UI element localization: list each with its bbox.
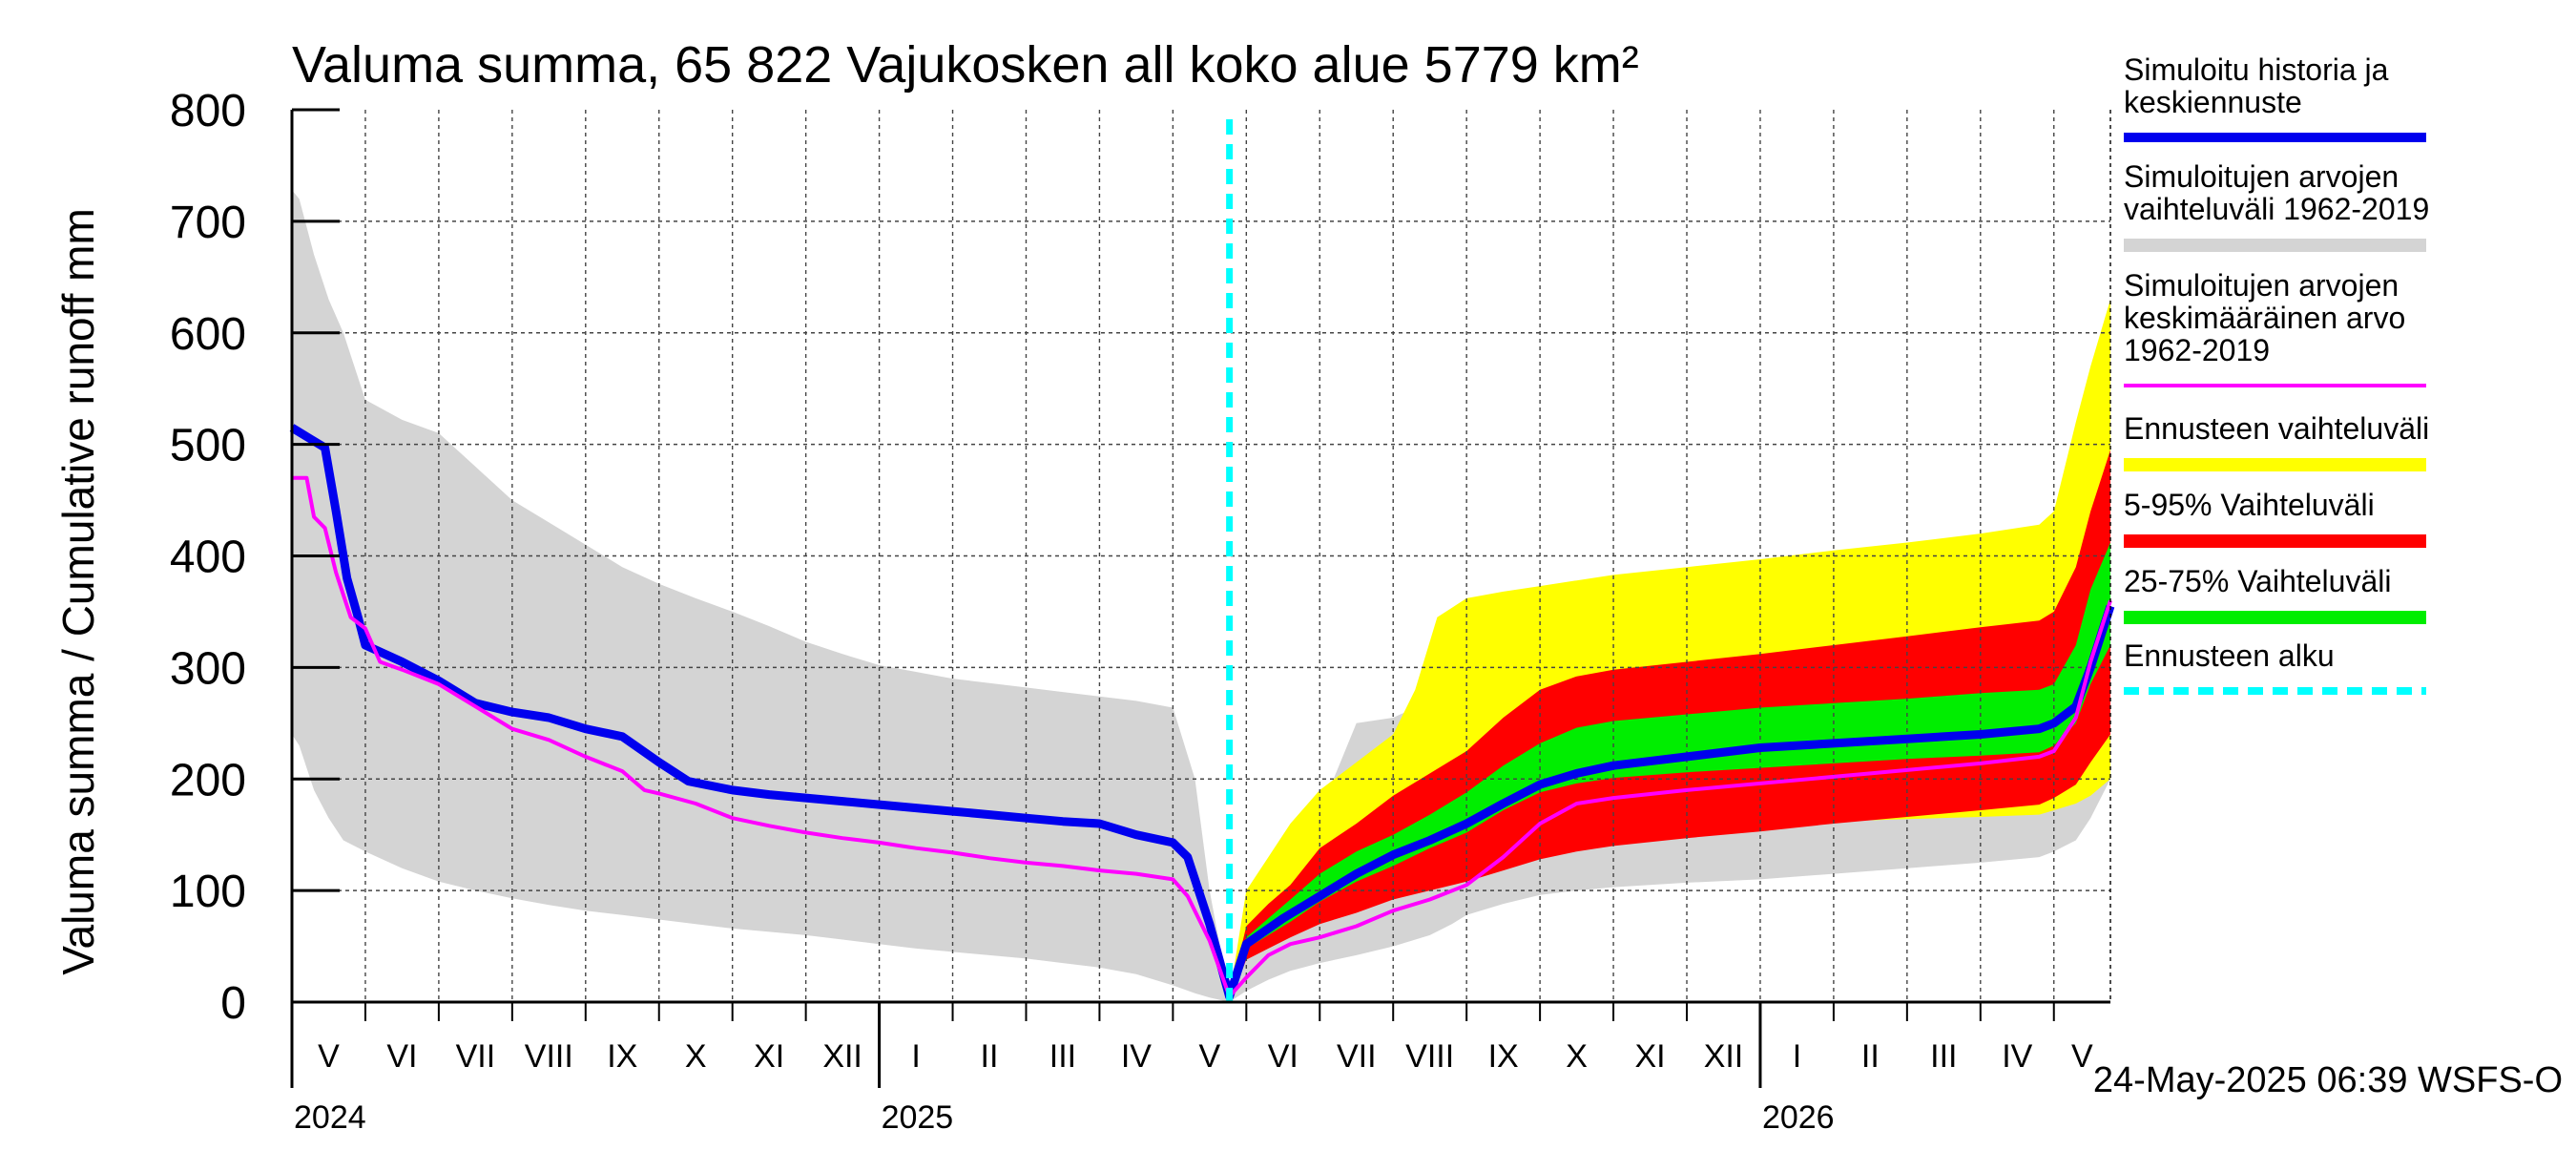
x-month-label: I <box>911 1038 920 1075</box>
y-tick-label: 200 <box>170 755 246 805</box>
footer-timestamp: 24-May-2025 06:39 WSFS-O <box>2093 1060 2563 1100</box>
legend-label: 25-75% Vaihteluväli <box>2124 564 2391 598</box>
x-month-label: XI <box>754 1038 784 1075</box>
x-month-label: VIII <box>525 1038 573 1075</box>
line-simuloitu-historia-ja-keskiennuste <box>289 424 2115 1001</box>
x-month-label: VII <box>456 1038 496 1075</box>
legend-label: keskiennuste <box>2124 85 2302 119</box>
legend-swatch <box>2124 239 2426 252</box>
legend-label: 5-95% Vaihteluväli <box>2124 488 2375 522</box>
legend-label: 1962-2019 <box>2124 333 2270 367</box>
x-year-label: 2024 <box>294 1099 366 1136</box>
legend-entry: 5-95% Vaihteluväli <box>2124 488 2426 548</box>
legend-swatch <box>2124 611 2426 624</box>
legend-entry: Ennusteen alku <box>2124 638 2426 695</box>
x-month-label: IV <box>1121 1038 1152 1075</box>
x-month-label: IV <box>2002 1038 2032 1075</box>
x-month-label: IX <box>607 1038 637 1075</box>
y-tick-label: 100 <box>170 867 246 917</box>
x-month-label: X <box>1566 1038 1588 1075</box>
legend-label: keskimääräinen arvo <box>2124 301 2405 335</box>
legend-entry: Ennusteen vaihteluväli <box>2124 411 2429 471</box>
x-month-label: III <box>1049 1038 1076 1075</box>
y-tick-label: 700 <box>170 198 246 248</box>
y-tick-label: 500 <box>170 421 246 471</box>
band-simuloitujen-arvojen-vaihteluv-li-1962-2019 <box>292 190 1230 1003</box>
y-tick-label: 600 <box>170 309 246 360</box>
y-axis-label: Valuma summa / Cumulative runoff mm <box>53 208 103 975</box>
x-month-label: V <box>1199 1038 1221 1075</box>
x-year-label: 2025 <box>882 1099 954 1136</box>
x-month-label: II <box>981 1038 999 1075</box>
x-month-label: VIII <box>1405 1038 1454 1075</box>
x-month-label: III <box>1930 1038 1957 1075</box>
x-month-label: VI <box>386 1038 417 1075</box>
legend-label: vaihteluväli 1962-2019 <box>2124 192 2429 226</box>
x-month-label: V <box>2071 1038 2093 1075</box>
y-tick-label: 400 <box>170 533 246 583</box>
band-25-75-vaihteluv-li <box>1229 542 2110 1002</box>
y-tick-label: 0 <box>220 978 246 1029</box>
legend-entry: 25-75% Vaihteluväli <box>2124 564 2426 624</box>
legend-label: Ennusteen vaihteluväli <box>2124 411 2429 446</box>
x-month-label: VII <box>1337 1038 1377 1075</box>
legend-label: Simuloitujen arvojen <box>2124 159 2399 194</box>
x-month-label: X <box>685 1038 707 1075</box>
x-month-label: V <box>318 1038 340 1075</box>
x-month-label: I <box>1793 1038 1801 1075</box>
x-month-label: II <box>1861 1038 1880 1075</box>
legend-swatch <box>2124 534 2426 548</box>
legend-swatch <box>2124 458 2426 471</box>
y-tick-label: 800 <box>170 86 246 136</box>
legend-label: Simuloitujen arvojen <box>2124 268 2399 303</box>
x-month-label: XI <box>1634 1038 1665 1075</box>
y-tick-label: 300 <box>170 643 246 694</box>
x-month-label: XII <box>1704 1038 1744 1075</box>
x-year-label: 2026 <box>1762 1099 1835 1136</box>
x-month-label: IX <box>1488 1038 1519 1075</box>
line-simuloitujen-arvojen-keskim-r-inen-arvo-1962-2019 <box>292 475 2112 999</box>
legend-label: Ennusteen alku <box>2124 638 2335 673</box>
legend-label: Simuloitu historia ja <box>2124 52 2389 87</box>
chart-title: Valuma summa, 65 822 Vajukosken all koko… <box>292 36 1639 94</box>
x-month-label: VI <box>1268 1038 1298 1075</box>
legend: Simuloitu historia jakeskiennusteSimuloi… <box>2124 52 2429 695</box>
x-month-label: XII <box>822 1038 862 1075</box>
